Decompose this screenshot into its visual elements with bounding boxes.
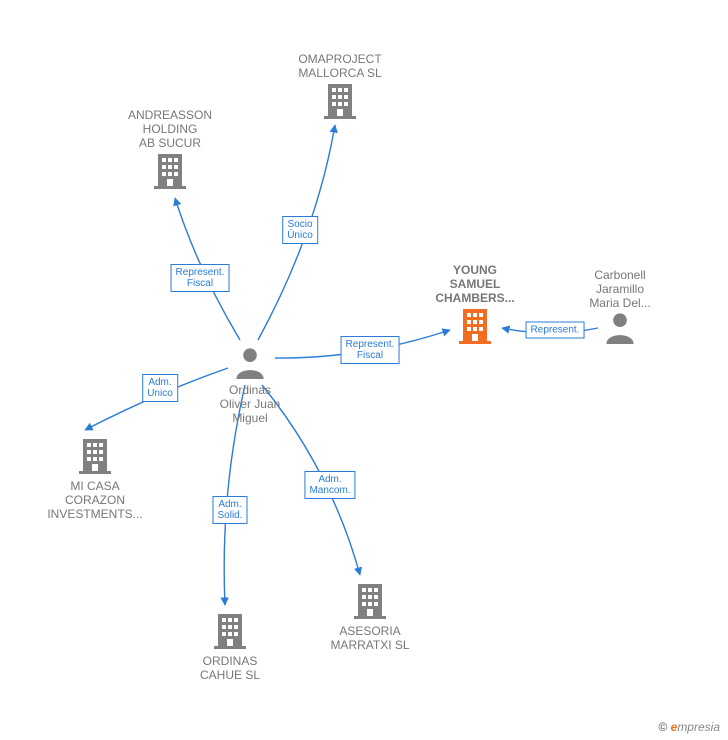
- node-young[interactable]: YOUNG SAMUEL CHAMBERS...: [415, 259, 535, 345]
- node-label: ASESORIA MARRATXI SL: [310, 624, 430, 652]
- node-micasa[interactable]: MI CASA CORAZON INVESTMENTS...: [35, 435, 155, 521]
- edge-label: Adm. Unico: [142, 374, 178, 402]
- building-icon: [280, 80, 400, 120]
- person-icon: [190, 345, 310, 379]
- node-label: OMAPROJECT MALLORCA SL: [280, 52, 400, 80]
- building-icon: [35, 435, 155, 475]
- node-label: ORDINAS CAHUE SL: [170, 654, 290, 682]
- node-label: YOUNG SAMUEL CHAMBERS...: [415, 263, 535, 305]
- node-ordinas_cahue[interactable]: ORDINAS CAHUE SL: [170, 610, 290, 682]
- copyright-symbol: ©: [658, 720, 667, 734]
- node-label: Ordinas Oliver Juan Miguel: [190, 383, 310, 425]
- building-icon: [310, 580, 430, 620]
- edge-label: Represent. Fiscal: [171, 264, 230, 292]
- edge-label: Adm. Mancom.: [304, 471, 355, 499]
- edge-label: Represent. Fiscal: [341, 336, 400, 364]
- building-icon: [170, 610, 290, 650]
- diagram-canvas: Ordinas Oliver Juan Miguel OMAPROJECT MAL…: [0, 0, 728, 740]
- node-center[interactable]: Ordinas Oliver Juan Miguel: [190, 345, 310, 425]
- node-asesoria[interactable]: ASESORIA MARRATXI SL: [310, 580, 430, 652]
- brand-rest: mpresia: [677, 720, 720, 734]
- node-label: Carbonell Jaramillo Maria Del...: [560, 268, 680, 310]
- building-icon: [415, 305, 535, 345]
- copyright: © empresia: [658, 720, 720, 734]
- node-andreasson[interactable]: ANDREASSON HOLDING AB SUCUR: [110, 104, 230, 190]
- edge-center-omaproject: [258, 125, 335, 340]
- edge-center-andreasson: [175, 198, 240, 340]
- building-icon: [110, 150, 230, 190]
- edge-label: Adm. Solid.: [212, 496, 247, 524]
- node-carbonell[interactable]: Carbonell Jaramillo Maria Del...: [560, 264, 680, 344]
- node-omaproject[interactable]: OMAPROJECT MALLORCA SL: [280, 48, 400, 120]
- node-label: ANDREASSON HOLDING AB SUCUR: [110, 108, 230, 150]
- edge-label: Socio Único: [282, 216, 318, 244]
- person-icon: [560, 310, 680, 344]
- node-label: MI CASA CORAZON INVESTMENTS...: [35, 479, 155, 521]
